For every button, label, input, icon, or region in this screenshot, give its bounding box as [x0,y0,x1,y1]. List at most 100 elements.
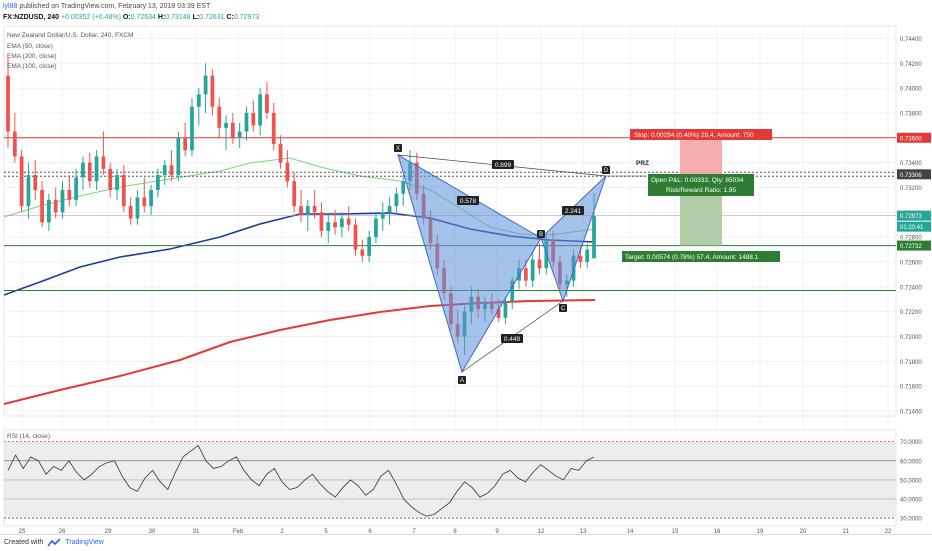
target-price-tag: 0.72732 [900,244,922,250]
point-x-label: X [396,146,400,152]
candle-body [585,249,590,262]
price-tick-label: 0.72200 [900,310,922,316]
candle-body [353,224,358,250]
time-tick-label: 5 [324,529,328,534]
ratio-ac-label-bg [501,334,523,343]
close-value: 0.72973 [233,14,260,21]
candle-body [537,259,542,269]
candle-body [496,309,501,318]
time-tick-label: 31 [193,529,200,534]
candle-body [510,280,515,302]
point-b-label: B [539,232,543,238]
candle-body [305,206,310,215]
candle-body [203,75,208,95]
point-c-label-bg [559,304,567,312]
candle-body [530,259,535,281]
entry-price-tag: 0.73306 [900,173,922,179]
tradingview-brand[interactable]: TradingView [65,538,104,546]
time-tick-label: 14 [627,529,634,534]
candle-body [6,75,10,132]
time-tick-label: 20 [800,529,807,534]
price-tick-label: 0.71800 [900,360,922,366]
price-tick-label: 0.73200 [900,186,922,192]
candle-body [60,189,65,213]
candle-body [271,112,276,144]
price-tick-label: 0.72600 [900,260,922,266]
candle-body [183,137,188,151]
ema50-legend[interactable]: EMA (50, close) [7,43,53,50]
open-pl-bg [648,174,754,196]
candle-body [523,268,528,281]
candle-body [380,212,385,219]
point-a-label-bg [458,376,466,384]
candle-body [149,189,153,207]
target-info-label: Target: 0.00574 (0.78%) 57.4, Amount: 14… [625,254,759,261]
price-chart[interactable]: 0.74400 0.74200 0.74000 0.73800 0.73600 0.734… [0,24,932,535]
high-label: H: [157,14,166,21]
candle-body [224,122,228,128]
chart-area[interactable]: 0.74400 0.74200 0.74000 0.73800 0.73600 0.734… [0,24,932,535]
time-tick-label: 19 [757,529,764,534]
time-tick-label: 29 [105,529,112,534]
rsi-line [7,444,595,517]
candle-body [578,255,583,262]
author-link[interactable]: lyl88 [3,3,18,10]
candle-body [503,301,508,318]
ema200-legend[interactable]: EMA (200, close) [7,53,57,60]
rsi-tick-label: 40.0000 [900,498,922,504]
ema100-legend[interactable]: EMA (100, close) [7,63,57,70]
candle-body [387,206,392,213]
candle-body [12,131,17,157]
price-tick-label: 0.72000 [900,335,922,341]
time-tick-label: 2 [280,529,284,534]
price-pane [3,25,897,417]
candle-body [26,175,31,207]
candle-body [333,222,337,228]
rsi-legend[interactable]: RSI (14, close) [7,433,50,440]
stop-info-bg [630,129,772,140]
candle-body [326,222,331,231]
tradingview-logo-icon [47,537,61,546]
point-a-label: A [460,378,464,384]
time-tick-label: 21 [843,529,850,534]
symbol-label[interactable]: FX:NZDUSD, 240 [3,14,60,21]
time-tick-label: 22 [885,529,892,534]
time-tick-label: 30 [149,529,156,534]
high-value: 0.73148 [165,14,191,21]
low-label: L: [192,14,200,21]
price-tick-label: 0.74200 [900,62,922,68]
rsi-tick-label: 60.0000 [900,459,922,465]
rsi-tick-label: 30.0000 [900,517,922,523]
candle-body [169,165,174,176]
point-d-label-bg [602,166,610,174]
ratio-bd-label-bg [562,206,584,215]
candle-body [94,156,99,182]
stop-zone-box [680,137,722,175]
created-with-label: Created with [4,538,44,546]
open-value: 0.72634 [130,14,156,21]
ratio-bd-label: 2.241 [565,208,582,215]
ratio-xd-label-bg [492,160,514,169]
price-tick-label: 0.74000 [900,87,922,93]
stop-info-label: Stop: 0.00294 (0.40%) 29.4, Amount: 750 [634,132,754,139]
candle-body [74,177,79,200]
candle-body [87,162,92,182]
candle-body [217,106,222,128]
bar-countdown-tag-bg [897,221,931,232]
time-tick-label: 25 [19,529,26,534]
point-x-label-bg [394,144,402,152]
candle-body [135,197,140,219]
candle-body [81,162,85,178]
candle-body [162,165,167,176]
candle-body [265,94,269,113]
open-label: O: [122,14,131,21]
candle-body [592,216,596,259]
candle-body [285,162,290,182]
chart-title: New Zealand Dollar/U.S. Dollar, 240, FXC… [7,32,134,39]
target-price-tag-bg [897,240,931,251]
candle-body [176,137,181,176]
time-tick-label: Feb [233,529,244,534]
price-tick-label: 0.71400 [900,410,922,416]
price-tick-label: 0.72400 [900,285,922,291]
candle-body [292,181,297,207]
